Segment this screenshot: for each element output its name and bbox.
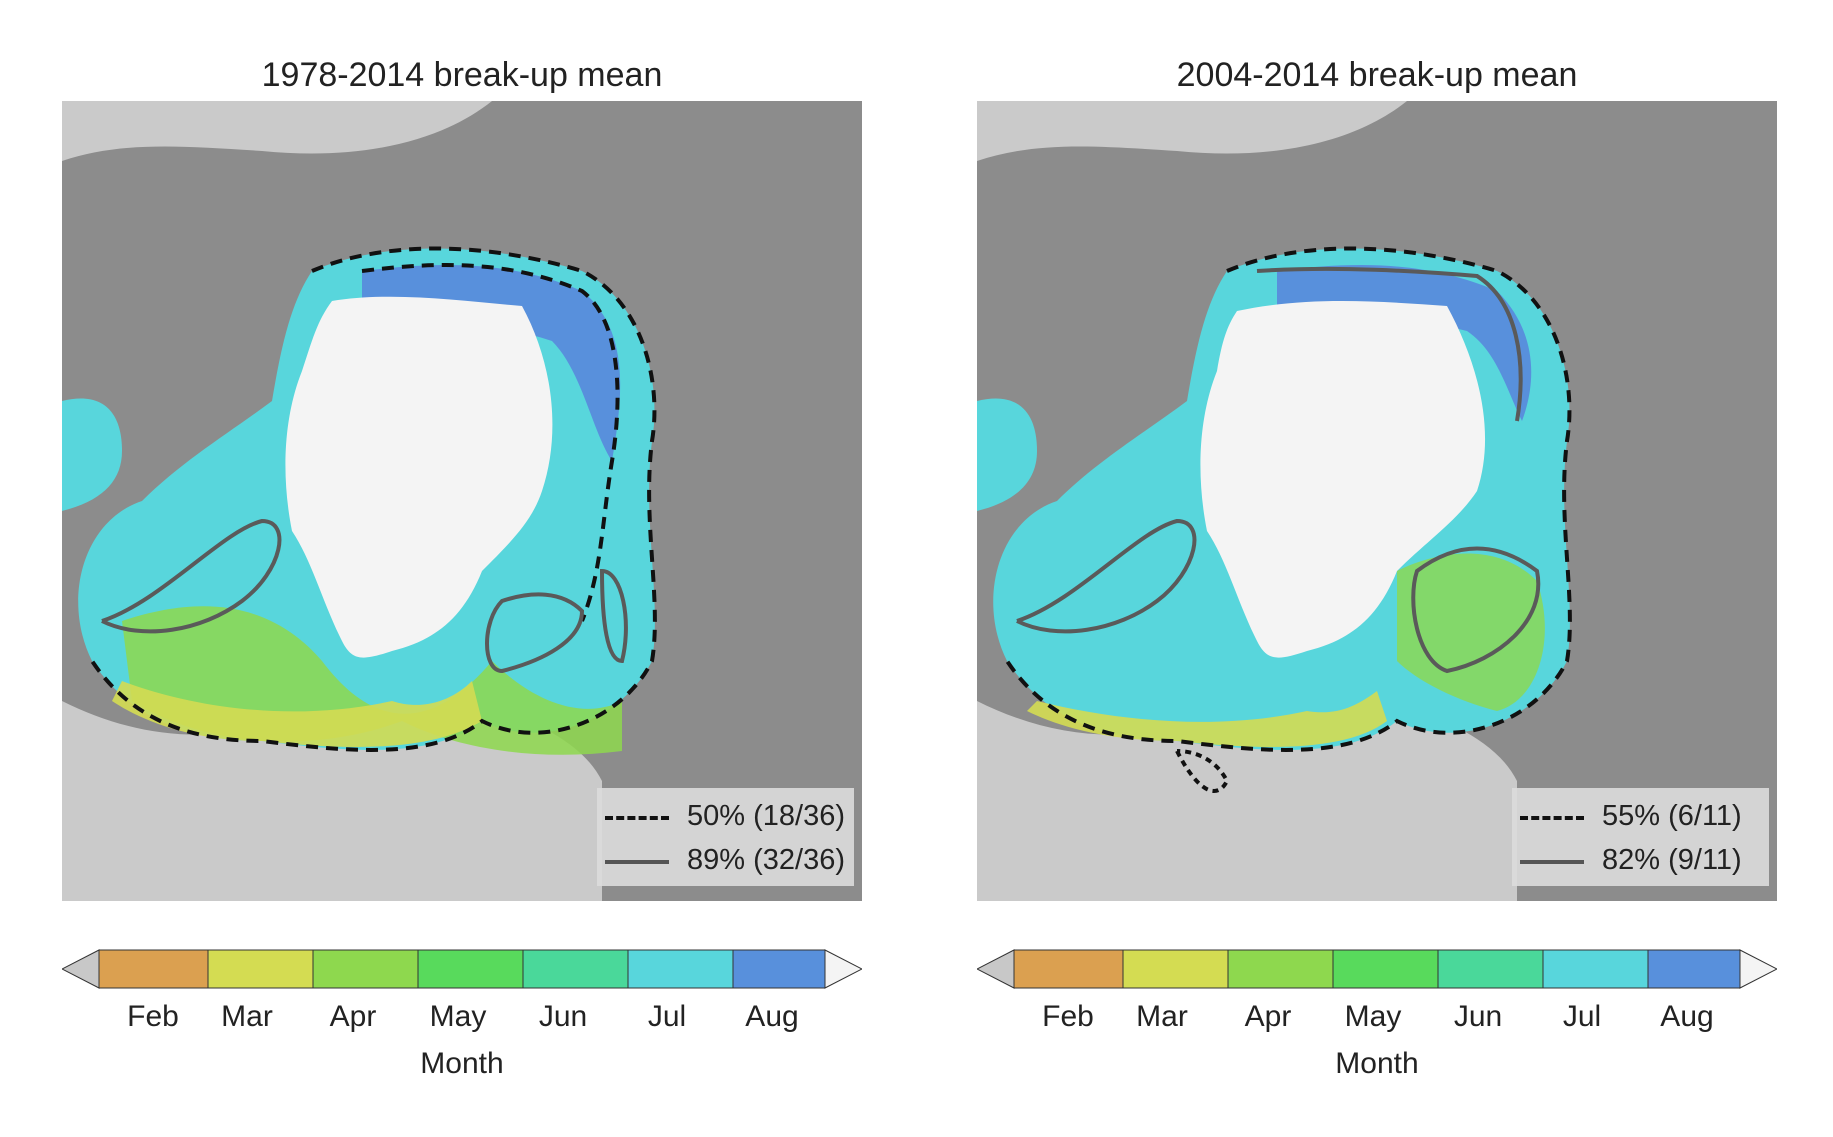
tick-label: Jun [1453, 1000, 1503, 1033]
perennial-ice [1200, 301, 1486, 658]
legend-entry-solid: 89% (32/36) [597, 840, 854, 880]
colorbar-cell-jun [1437, 949, 1544, 989]
dashed-line-swatch [605, 816, 669, 820]
tick-label: Jun [538, 1000, 588, 1033]
ocean-band-yellow [1027, 691, 1387, 747]
colorbar-under-arrow [977, 949, 1015, 989]
colorbar-over-arrow [1739, 949, 1777, 989]
tick-label: Mar [1136, 1000, 1188, 1033]
colorbar-over-arrow [824, 949, 862, 989]
contour-solid-2 [1016, 518, 1197, 634]
panel-title: 2004-2014 break-up mean [1176, 56, 1578, 94]
legend-entry-dashed: 50% (18/36) [597, 796, 854, 836]
contour-solid-1 [1256, 266, 1523, 422]
contour-dashed [90, 246, 657, 752]
legend-entry-dashed: 55% (6/11) [1512, 796, 1769, 836]
legend-label: 55% (6/11) [1602, 800, 1742, 832]
panel-title: 1978-2014 break-up mean [261, 56, 663, 94]
map-panel-2004-2014: 2004-2014 break-up mean 55% (6/11) [977, 0, 1777, 1137]
colorbar-cell-mar [1122, 949, 1229, 989]
legend-label: 82% (9/11) [1602, 844, 1742, 876]
month-colorbar [62, 948, 862, 990]
contour-dashed [1005, 246, 1572, 752]
tick-label: May [429, 1000, 487, 1033]
tick-label: Feb [1042, 1000, 1094, 1033]
colorbar-cell-apr [1227, 949, 1334, 989]
tick-label: Jul [1562, 1000, 1602, 1033]
contour-solid-3 [599, 568, 628, 664]
land-light-north [977, 101, 1407, 161]
tick-label: Feb [127, 1000, 179, 1033]
ocean-basin-west [977, 398, 1037, 511]
tick-label: Apr [329, 1000, 377, 1033]
colorbar-cells [1013, 949, 1741, 989]
tick-label: Aug [745, 1000, 799, 1033]
ocean-band-green [1397, 553, 1545, 711]
tick-label: Jul [647, 1000, 687, 1033]
colorbar-cell-may [417, 949, 524, 989]
colorbar-cell-feb [98, 949, 209, 989]
contour-legend: 55% (6/11) 82% (9/11) [1512, 788, 1769, 886]
ocean-basin-west [62, 398, 122, 511]
colorbar-cell-jul [1542, 949, 1649, 989]
colorbar-cell-jun [522, 949, 629, 989]
solid-line-swatch [1520, 860, 1584, 864]
colorbar-graphic [977, 949, 1777, 989]
contour-solid-3 [1411, 546, 1541, 674]
colorbar-cell-mar [207, 949, 314, 989]
contour-solid-1 [101, 518, 282, 634]
arctic-map: 55% (6/11) 82% (9/11) [977, 101, 1777, 901]
land-light-north [62, 101, 492, 161]
colorbar-label: Month [1335, 1047, 1419, 1080]
colorbar-cell-may [1332, 949, 1439, 989]
arctic-map-graphic [977, 101, 1777, 901]
arctic-map: 50% (18/36) 89% (32/36) [62, 101, 862, 901]
colorbar-graphic [62, 949, 862, 989]
colorbar-cell-apr [312, 949, 419, 989]
colorbar-under-arrow [62, 949, 100, 989]
colorbar-cell-aug [1647, 949, 1741, 989]
map-panel-1978-2014: 1978-2014 break-up mean [62, 0, 862, 1137]
tick-label: Mar [221, 1000, 273, 1033]
contour-legend: 50% (18/36) 89% (32/36) [597, 788, 854, 886]
colorbar-ticks: Feb Mar Apr May Jun Jul Aug [977, 1000, 1777, 1040]
colorbar-label: Month [420, 1047, 504, 1080]
legend-label: 50% (18/36) [687, 800, 845, 832]
colorbar-cell-aug [732, 949, 826, 989]
colorbar-cells [98, 949, 826, 989]
colorbar-ticks: Feb Mar Apr May Jun Jul Aug [62, 1000, 862, 1040]
legend-label: 89% (32/36) [687, 844, 845, 876]
dashed-line-swatch [1520, 816, 1584, 820]
perennial-ice [285, 296, 553, 658]
legend-entry-solid: 82% (9/11) [1512, 840, 1769, 880]
colorbar-cell-jul [627, 949, 734, 989]
colorbar-cell-feb [1013, 949, 1124, 989]
month-colorbar [977, 948, 1777, 990]
tick-label: Apr [1244, 1000, 1292, 1033]
arctic-map-graphic [62, 101, 862, 901]
contour-solid-2 [485, 592, 585, 674]
tick-label: May [1344, 1000, 1402, 1033]
contour-dashed-inner [361, 263, 620, 622]
solid-line-swatch [605, 860, 669, 864]
ocean-band-yellow [112, 681, 482, 747]
land-light-south [62, 701, 602, 901]
tick-label: Aug [1660, 1000, 1714, 1033]
land-light-south [977, 701, 1517, 901]
